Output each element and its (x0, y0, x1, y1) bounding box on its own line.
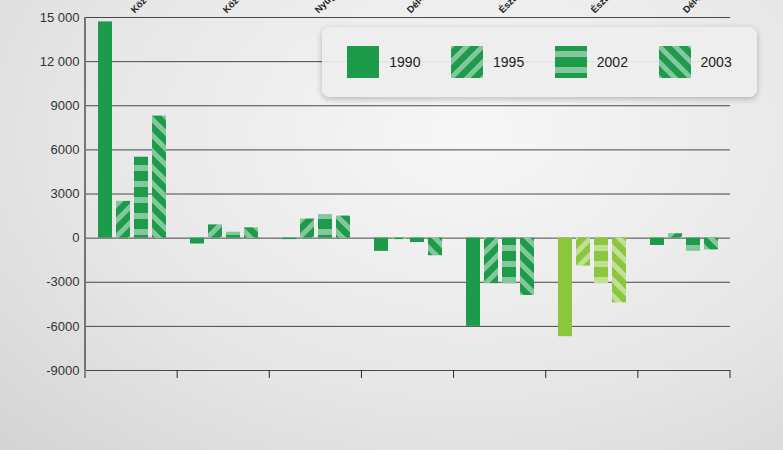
svg-text:3000: 3000 (51, 186, 80, 201)
html-text:1990: 1990 (389, 54, 421, 70)
svg-text:0: 0 (72, 230, 79, 245)
svg-text:9000: 9000 (51, 98, 80, 113)
html-text:2002: 2002 (596, 54, 628, 70)
html-text:1995: 1995 (493, 54, 525, 70)
svg-text:6000: 6000 (51, 142, 80, 157)
svg-text:Közép-Dunántúl: Közép-Dunántúl (220, 0, 279, 15)
svg-text:-6000: -6000 (46, 319, 79, 334)
svg-text:15 000: 15 000 (40, 10, 80, 25)
svg-text:Dél-Alföld: Dél-Alföld (680, 0, 720, 15)
svg-text:-3000: -3000 (46, 274, 79, 289)
svg-text:Dél-Dunántúl: Dél-Dunántúl (404, 0, 454, 15)
svg-text:-9000: -9000 (46, 363, 79, 378)
svg-text:Közép-Magyarország: Közép-Magyarország (128, 0, 203, 15)
svg-text:Észak-Alföld: Észak-Alföld (588, 0, 636, 15)
svg-text:Észak-Magyarország: Észak-Magyarország (496, 0, 570, 15)
svg-text:Nyugat-Dunántúl: Nyugat-Dunántúl (312, 0, 374, 15)
svg-text:12 000: 12 000 (40, 54, 80, 69)
html-text:2003: 2003 (700, 54, 732, 70)
